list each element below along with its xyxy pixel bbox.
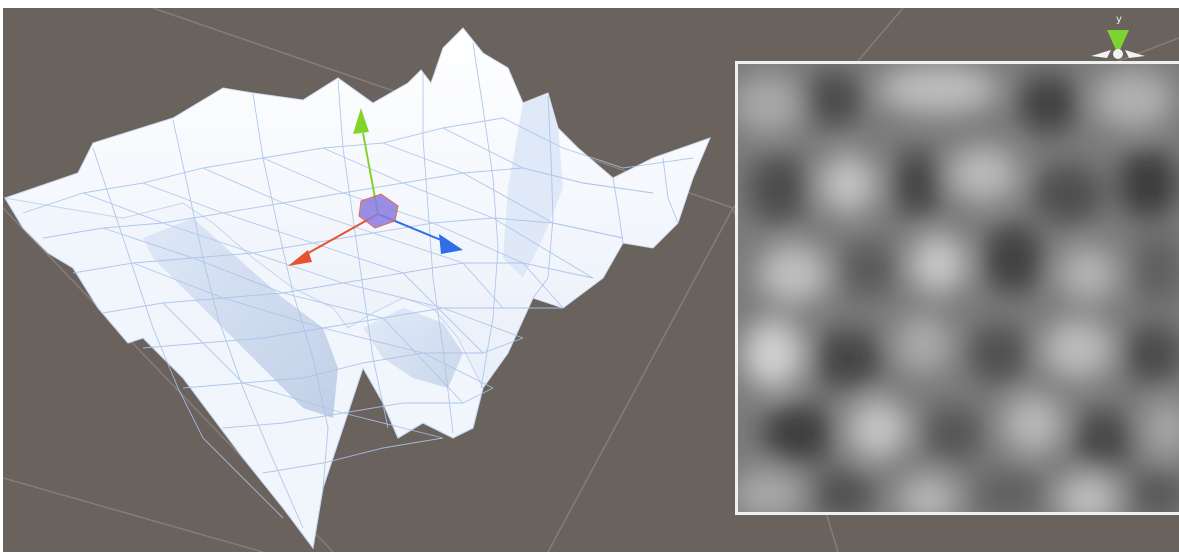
terrain-peak-shade: [503, 93, 563, 278]
orientation-left-handle[interactable]: [1091, 50, 1111, 58]
scene-view[interactable]: y: [3, 8, 1179, 552]
orientation-center: [1113, 49, 1123, 59]
terrain-valley-shade-right: [363, 308, 463, 388]
terrain-mesh[interactable]: [4, 27, 711, 550]
scene-orientation-gizmo[interactable]: y: [1091, 14, 1145, 59]
orientation-right-handle[interactable]: [1125, 50, 1145, 58]
heightmap-preview: [735, 61, 1179, 515]
terrain-wireframe: [22, 42, 694, 529]
move-gizmo[interactable]: [288, 108, 463, 266]
gizmo-y-axis-arrow[interactable]: [353, 108, 369, 134]
orientation-y-label: y: [1116, 14, 1122, 25]
terrain-valley-shade: [143, 218, 338, 418]
noise-heightmap-icon: [738, 64, 1179, 512]
gizmo-center-handle[interactable]: [358, 193, 399, 229]
gizmo-z-axis-arrow[interactable]: [439, 234, 463, 254]
orientation-y-cone[interactable]: [1107, 30, 1129, 50]
terrain-mid-hills: [4, 197, 484, 550]
gizmo-x-axis-arrow[interactable]: [288, 250, 312, 266]
